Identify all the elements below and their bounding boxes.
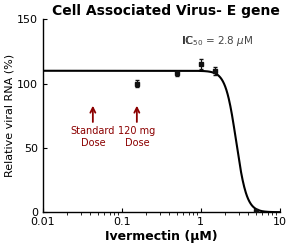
Text: Standard
Dose: Standard Dose — [71, 126, 115, 148]
X-axis label: Ivermectin (μM): Ivermectin (μM) — [105, 230, 218, 243]
Text: Cell Associated Virus- E gene: Cell Associated Virus- E gene — [52, 4, 280, 18]
Y-axis label: Relative viral RNA (%): Relative viral RNA (%) — [4, 54, 14, 177]
Text: 120 mg
Dose: 120 mg Dose — [118, 126, 155, 148]
Text: IC$_{50}$ = 2.8 $\mu$M: IC$_{50}$ = 2.8 $\mu$M — [182, 34, 253, 48]
Text: IC: IC — [182, 36, 193, 46]
